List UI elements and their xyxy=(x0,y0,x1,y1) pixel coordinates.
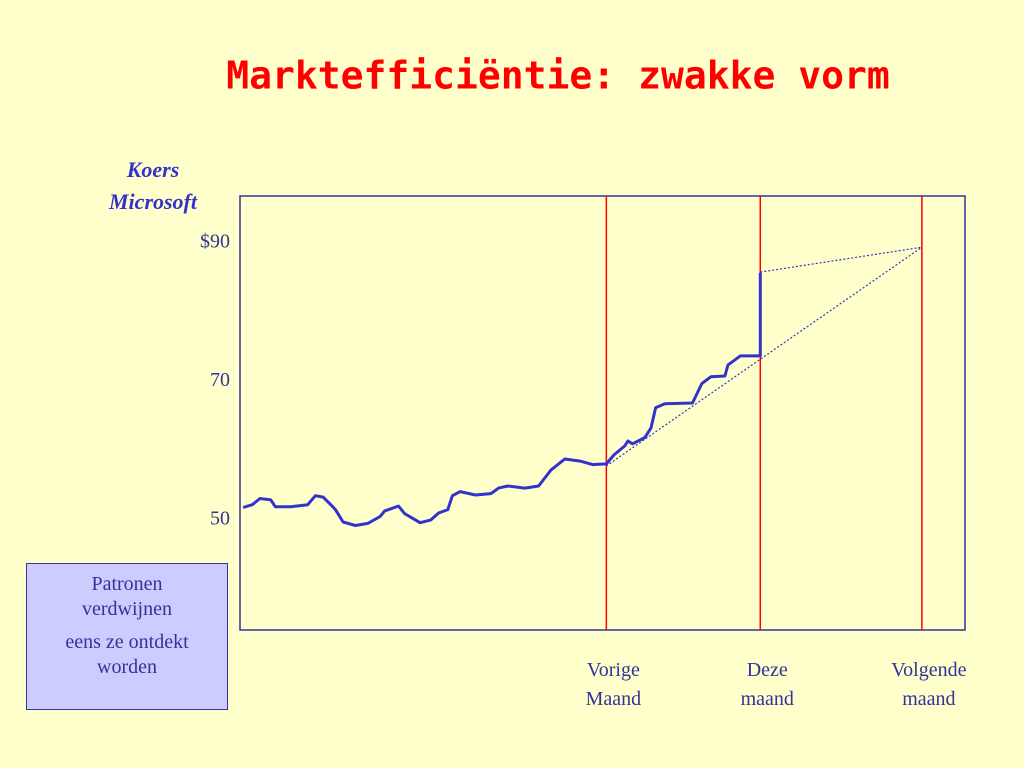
price-line xyxy=(242,272,762,527)
trend-line xyxy=(605,246,923,467)
annotation-text: eens ze ontdekt worden xyxy=(65,631,189,678)
trend-line xyxy=(760,246,922,273)
x-tick-label: Deze maand xyxy=(741,659,794,710)
x-tick-label: Volgende maand xyxy=(891,659,966,710)
y-tick-label: $90 xyxy=(200,231,230,253)
y-axis-label: Koers Microsoft xyxy=(108,157,198,214)
x-tick-label: Vorige Maand xyxy=(586,659,642,710)
plot-frame xyxy=(239,195,966,631)
chart-title: Marktefficiëntie: zwakke vorm xyxy=(226,54,889,98)
annotation-text: Patronen verdwijnen xyxy=(82,573,172,620)
annotation-box: Patronen verdwijnen eens ze ontdekt worde… xyxy=(26,563,228,710)
y-tick-label: 50 xyxy=(210,508,230,530)
y-tick-label: 70 xyxy=(210,369,230,391)
